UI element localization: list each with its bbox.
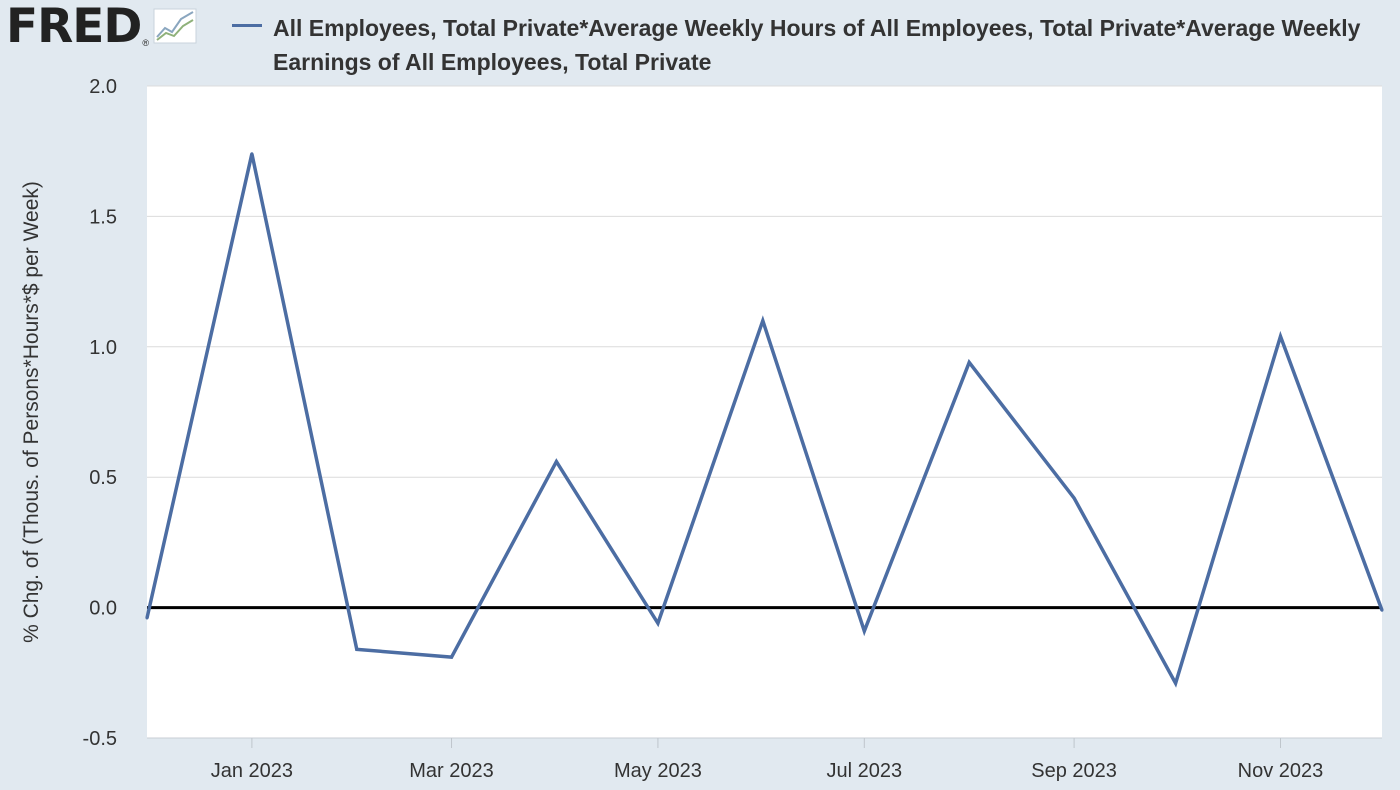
y-tick-label: 2.0: [89, 76, 117, 98]
data-point: [355, 647, 359, 651]
registered-mark: ®: [142, 38, 150, 48]
x-tick-label: Nov 2023: [1238, 760, 1324, 782]
data-point: [554, 460, 558, 464]
data-point: [1278, 334, 1282, 338]
data-point: [145, 616, 149, 620]
y-tick-label: 0.5: [89, 467, 117, 489]
chart-legend[interactable]: All Employees, Total Private*Average Wee…: [232, 11, 1392, 79]
fred-logo-text: FRED: [6, 0, 142, 54]
y-tick-label: 0.0: [89, 598, 117, 620]
y-tick-label: 1.0: [89, 337, 117, 359]
x-tick-label: May 2023: [614, 760, 702, 782]
x-tick-label: Jul 2023: [827, 760, 903, 782]
legend-swatch: [232, 24, 262, 27]
x-tick-label: Jan 2023: [211, 760, 293, 782]
data-point: [656, 621, 660, 625]
fred-logo[interactable]: FRED ®: [6, 0, 197, 54]
x-tick-label: Sep 2023: [1031, 760, 1117, 782]
x-tick-label: Mar 2023: [409, 760, 494, 782]
data-point: [1072, 496, 1076, 500]
data-point: [967, 360, 971, 364]
data-point: [1380, 608, 1384, 612]
chart-header: FRED ® All Employees, Total Private*Aver…: [0, 0, 1400, 78]
series-line: [145, 153, 1384, 688]
data-point: [250, 152, 254, 156]
data-point: [450, 655, 454, 659]
y-tick-label: -0.5: [83, 728, 117, 750]
data-point: [761, 319, 765, 323]
line-graph-icon: [153, 8, 197, 44]
legend-series-name: All Employees, Total Private*Average Wee…: [273, 15, 1361, 75]
data-point: [1174, 681, 1178, 685]
data-point: [862, 629, 866, 633]
y-tick-label: 1.5: [89, 206, 117, 228]
